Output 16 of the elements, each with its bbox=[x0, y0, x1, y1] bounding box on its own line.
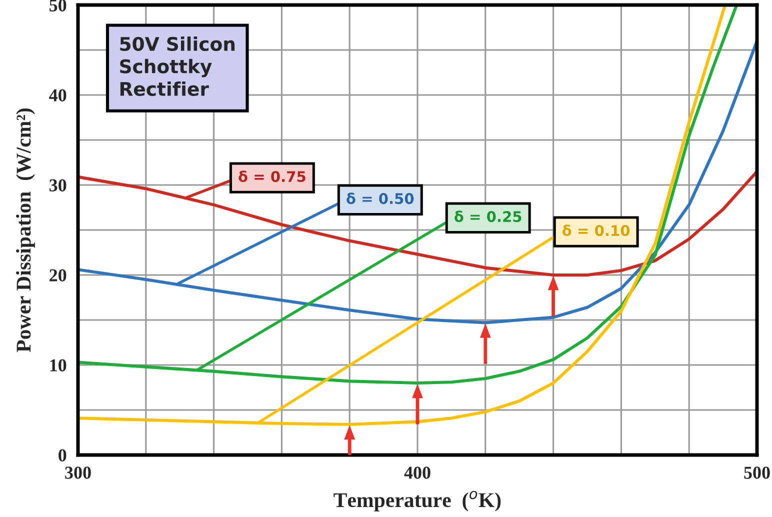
y-tick-label: 20 bbox=[50, 269, 66, 282]
x-tick-label: 400 bbox=[404, 466, 430, 479]
series-label: δ = 0.75 bbox=[238, 170, 306, 182]
y-tick-label: 30 bbox=[50, 179, 66, 192]
text: δ = 0.50 bbox=[346, 192, 414, 204]
y-axis-title: Power Dissipation (W/cm²) bbox=[16, 108, 35, 352]
x-tick-label: 500 bbox=[744, 466, 770, 479]
x-axis-title: Temperature ($^{o}$K) bbox=[334, 490, 501, 512]
series-label: δ = 0.10 bbox=[562, 224, 630, 236]
y-tick-label: 10 bbox=[50, 359, 66, 372]
annotation: 50V Silicon Schottky Rectifier bbox=[120, 36, 235, 96]
text: δ = 0.25 bbox=[454, 210, 522, 222]
y-tick-label: 0 bbox=[58, 449, 66, 462]
y-tick-label: 40 bbox=[49, 89, 66, 102]
line-series bbox=[78, 170, 757, 277]
x-tick-label: 300 bbox=[65, 466, 91, 479]
